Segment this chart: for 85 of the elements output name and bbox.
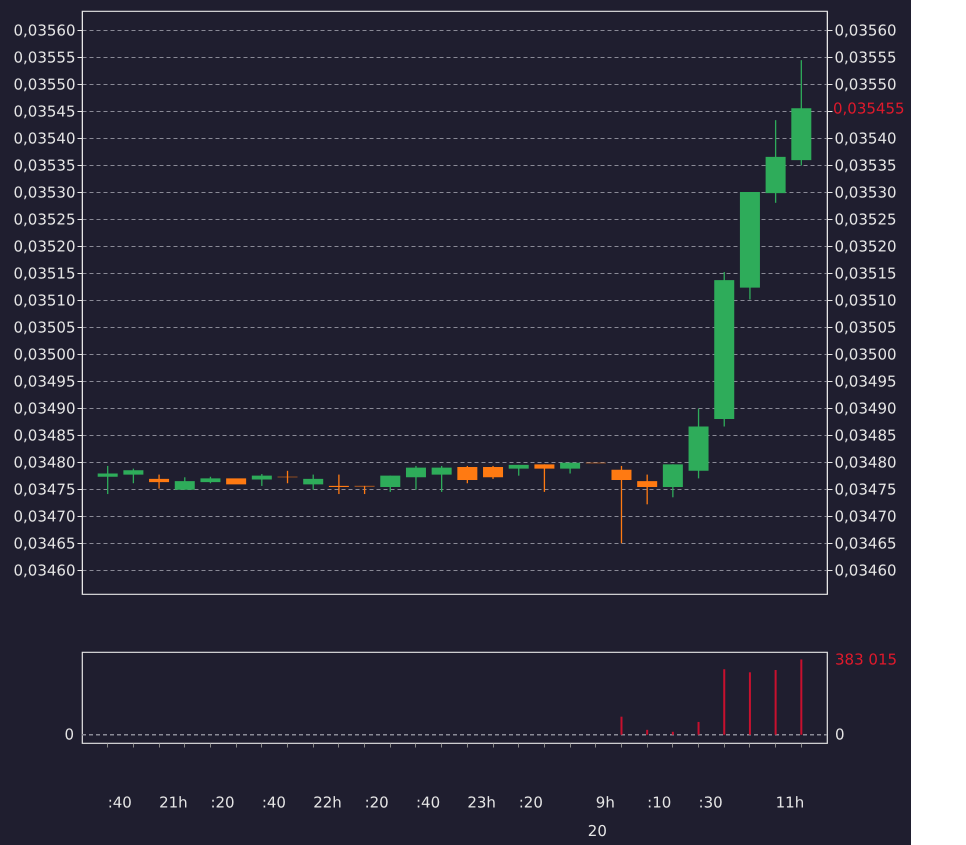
candlestick bbox=[252, 473, 272, 487]
x-tick-label: 9h bbox=[596, 794, 615, 812]
x-tick-label: :40 bbox=[416, 794, 440, 812]
x-tick-label: :20 bbox=[364, 794, 389, 812]
y-tick-label: 0,03490 bbox=[13, 400, 76, 418]
y-tick-label: 0,03515 bbox=[13, 264, 76, 283]
y-tick-label: 0,03520 bbox=[13, 238, 76, 256]
candlestick bbox=[611, 465, 632, 544]
y-tick-label: 0,03560 bbox=[13, 21, 76, 40]
x-tick-label: :40 bbox=[262, 794, 286, 812]
x-tick-label: 22h bbox=[313, 794, 342, 812]
bar bbox=[800, 660, 802, 735]
candlestick bbox=[432, 465, 452, 493]
y2-tick-label: 0,03540 bbox=[834, 129, 897, 148]
bar bbox=[774, 670, 777, 735]
candlestick bbox=[226, 478, 246, 484]
candlestick bbox=[457, 465, 478, 484]
bar bbox=[698, 722, 700, 735]
y-tick-label: 0,03495 bbox=[13, 372, 76, 391]
y2-tick-label: 0,03460 bbox=[834, 562, 897, 580]
candlestick bbox=[406, 465, 426, 490]
candlestick bbox=[328, 474, 349, 495]
candlestick bbox=[149, 474, 170, 490]
y2-tick-label: 0,03475 bbox=[834, 480, 897, 499]
candlestick bbox=[560, 462, 580, 474]
y2-tick-label: 0,03525 bbox=[834, 210, 897, 229]
candlestick bbox=[174, 476, 195, 490]
y-tick-label: 0,03485 bbox=[13, 426, 76, 445]
x-tick-label: 21h bbox=[159, 794, 188, 812]
y2-tick-label: 0,03550 bbox=[834, 75, 897, 94]
y-tick-label: 0,03465 bbox=[13, 534, 76, 553]
candlestick bbox=[303, 474, 324, 490]
y-tick-label: 0,03550 bbox=[13, 75, 76, 94]
y2-tick-label: 0,03520 bbox=[834, 238, 897, 256]
y-tick-label: 0,03530 bbox=[13, 184, 76, 202]
x-tick-label: :40 bbox=[108, 794, 132, 812]
x-tick-label: :30 bbox=[698, 794, 723, 812]
y2-tick-label: 0,03485 bbox=[834, 426, 897, 445]
bar bbox=[723, 669, 726, 735]
y2-tick-label: 0,03480 bbox=[834, 454, 897, 472]
candlestick bbox=[98, 465, 118, 495]
y-tick-label: 0,03510 bbox=[13, 292, 76, 310]
candlestick bbox=[123, 468, 144, 484]
x-tick-label: :10 bbox=[647, 794, 672, 812]
text: 20 bbox=[588, 822, 607, 840]
x-tick-label: :20 bbox=[518, 794, 543, 812]
x-tick-label: 23h bbox=[467, 794, 496, 812]
y2-tick-label: 0,03535 bbox=[834, 156, 897, 174]
y-tick-label: 0,03540 bbox=[13, 129, 76, 148]
candlestick bbox=[483, 465, 504, 480]
text: 0,035455 bbox=[833, 99, 905, 118]
candlestick bbox=[534, 464, 554, 493]
bar bbox=[620, 716, 622, 735]
y-tick-label: 0,03470 bbox=[13, 508, 76, 526]
candlestick bbox=[380, 475, 400, 493]
text: 0 bbox=[64, 726, 74, 744]
y2-tick-label: 0,03470 bbox=[834, 508, 897, 526]
y2-tick-label: 0,03500 bbox=[834, 346, 897, 364]
candlestick bbox=[662, 464, 683, 498]
text: 0 bbox=[835, 726, 845, 744]
y2-tick-label: 0,03495 bbox=[834, 372, 897, 391]
y2-tick-label: 0,03530 bbox=[834, 184, 897, 202]
y-tick-label: 0,03480 bbox=[13, 454, 76, 472]
y-tick-label: 0,03525 bbox=[13, 210, 76, 229]
y-tick-label: 0,03535 bbox=[13, 156, 76, 174]
candlestick bbox=[278, 470, 298, 484]
y2-tick-label: 0,03560 bbox=[834, 21, 897, 40]
x-tick-label: :20 bbox=[210, 794, 235, 812]
y-tick-label: 0,03545 bbox=[13, 102, 76, 120]
y-tick-label: 0,03555 bbox=[13, 48, 76, 66]
y2-tick-label: 0,03505 bbox=[834, 318, 897, 337]
y-tick-label: 0,03460 bbox=[13, 562, 76, 580]
bar bbox=[646, 730, 648, 735]
bar bbox=[748, 672, 751, 735]
y2-tick-label: 0,03555 bbox=[834, 48, 897, 66]
y2-tick-label: 0,03510 bbox=[834, 292, 897, 310]
y-tick-label: 0,03475 bbox=[13, 480, 76, 499]
y2-tick-label: 0,03490 bbox=[834, 400, 897, 418]
candlestick bbox=[637, 474, 658, 505]
y-tick-label: 0,03500 bbox=[13, 346, 76, 364]
x-tick-label: 11h bbox=[776, 794, 804, 812]
y-tick-label: 0,03505 bbox=[13, 318, 76, 337]
y2-tick-label: 0,03465 bbox=[834, 534, 897, 553]
text: 383 015 bbox=[835, 650, 898, 669]
y2-tick-label: 0,03515 bbox=[834, 264, 897, 283]
